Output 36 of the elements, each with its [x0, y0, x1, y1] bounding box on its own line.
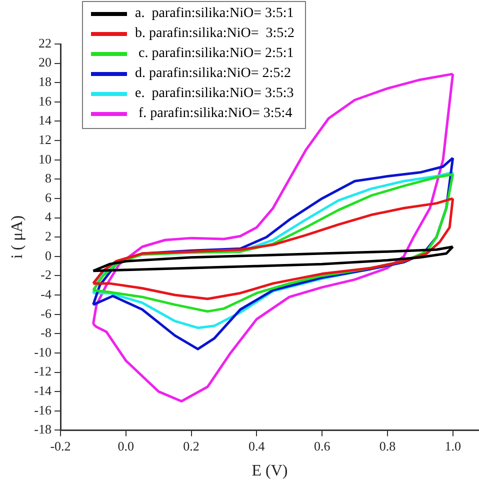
y-tick-label: -16 — [34, 402, 52, 418]
y-tick-label: 14 — [38, 112, 52, 128]
x-tick-label: 1.0 — [444, 438, 461, 454]
y-tick-label: 20 — [38, 54, 52, 70]
y-tick-label: -4 — [40, 286, 52, 302]
y-tick-label: -2 — [40, 267, 52, 282]
y-tick-label: -8 — [40, 325, 52, 340]
y-tick-label: 10 — [38, 151, 52, 166]
y-tick-label: 12 — [38, 132, 52, 147]
y-tick-label: 2 — [45, 228, 52, 244]
legend-label: a. parafin:silika:NiO= 3:5:1 — [135, 6, 294, 22]
x-tick-label: 0.6 — [314, 438, 331, 454]
legend-label: e. parafin:silika:NiO= 3:5:3 — [135, 86, 294, 102]
legend-label: d. parafin:silika:NiO= 2:5:2 — [135, 66, 292, 82]
y-tick-label: -6 — [40, 306, 52, 321]
y-tick-label: -18 — [34, 422, 52, 437]
legend-label: c. parafin:silika:NiO= 2:5:1 — [138, 46, 294, 62]
x-tick-label: -0.2 — [50, 438, 71, 454]
x-tick-label: 0.0 — [118, 438, 134, 454]
y-tick-label: 6 — [45, 190, 52, 205]
x-tick-label: 0.2 — [183, 438, 200, 454]
x-axis-title: E (V) — [252, 462, 288, 480]
x-tick-label: 0.4 — [248, 438, 266, 454]
y-tick-label: 0 — [45, 248, 52, 263]
y-tick-label: 22 — [38, 35, 52, 50]
legend-label: f. parafin:silika:NiO= 3:5:4 — [138, 106, 292, 122]
x-tick-label: 0.8 — [379, 438, 396, 454]
y-tick-label: -12 — [34, 364, 52, 379]
legend-label: b. parafin:silika:NiO= 3:5:2 — [135, 26, 295, 42]
y-tick-label: 4 — [45, 209, 52, 224]
y-tick-label: 18 — [38, 74, 52, 90]
y-axis-title: i ( μA) — [8, 215, 26, 259]
y-tick-label: -10 — [34, 344, 52, 360]
y-tick-label: -14 — [34, 383, 52, 398]
y-tick-label: 8 — [45, 170, 52, 186]
y-tick-label: 16 — [38, 93, 52, 108]
